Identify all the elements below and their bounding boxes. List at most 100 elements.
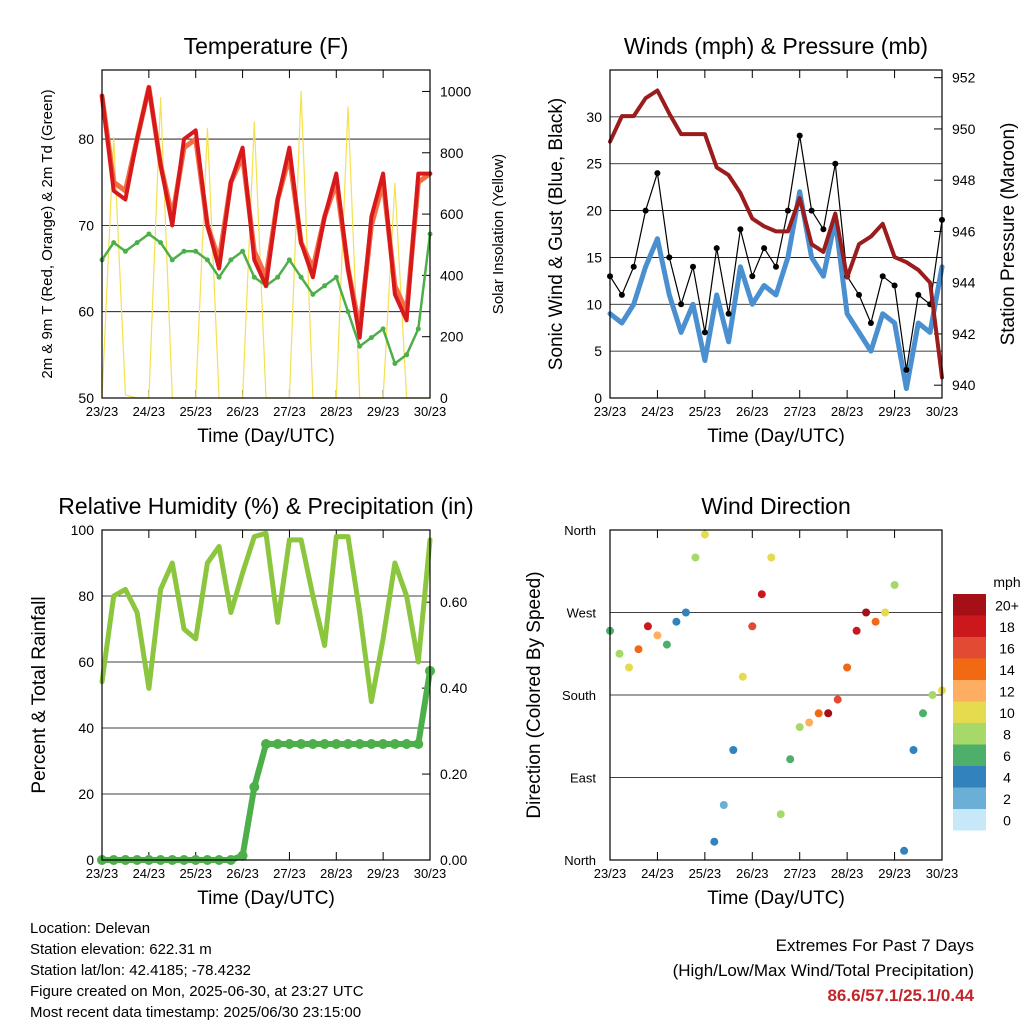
dewpoint-point (286, 257, 292, 263)
gust-point (784, 207, 791, 214)
direction-point (928, 691, 937, 699)
direction-point (625, 663, 633, 672)
extremes-values: 86.6/57.1/25.1/0.44 (827, 986, 974, 1005)
x-tick-label: 28/23 (320, 866, 353, 881)
direction-point (653, 631, 662, 640)
direction-point (843, 663, 852, 672)
y-tick-label: 70 (78, 217, 94, 233)
direction-point (757, 590, 766, 599)
station-info: Location: Delevan Station elevation: 622… (30, 918, 364, 1023)
gust-point (749, 273, 756, 280)
x-tick-label: 24/23 (133, 404, 166, 419)
x-tick-label: 23/23 (86, 404, 119, 419)
y2-axis-label: Solar Insolation (Yellow) (490, 154, 507, 314)
direction-point (729, 746, 738, 754)
y2-tick-label: 942 (952, 326, 976, 342)
dewpoint-point (146, 231, 152, 237)
pressure-line (608, 88, 944, 380)
x-tick-label: 29/23 (878, 866, 911, 881)
y-tick-label: East (570, 771, 596, 786)
y-tick-label: 10 (586, 296, 602, 312)
direction-point (881, 608, 890, 617)
x-tick-label: 30/23 (926, 404, 959, 419)
gust-point (666, 254, 673, 261)
direction-point (719, 801, 728, 809)
y-tick-label: West (567, 606, 597, 621)
extremes-title: Extremes For Past 7 Days (775, 936, 974, 955)
gust-point (773, 263, 779, 270)
y2-tick-label: 800 (440, 145, 464, 161)
legend-swatch (953, 744, 986, 766)
elevation-text: Station elevation: 622.31 m (30, 941, 212, 958)
x-tick-label: 23/23 (86, 866, 119, 881)
legend-swatch (953, 615, 986, 637)
y2-tick-label: 200 (440, 329, 464, 345)
x-tick-label: 26/23 (736, 866, 769, 881)
precip-point (272, 739, 283, 749)
legend-swatch (953, 766, 986, 788)
x-tick-label: 24/23 (641, 404, 674, 419)
y-axis-label: Direction (Colored By Speed) (524, 571, 545, 818)
x-tick-label: 27/23 (783, 404, 816, 419)
gust-point (630, 263, 637, 270)
precip-point (319, 739, 330, 749)
direction-point (643, 622, 652, 631)
precip-point (237, 850, 248, 861)
legend-swatch (953, 809, 986, 831)
gust-point (654, 170, 661, 177)
extremes-box: Extremes For Past 7 Days (High/Low/Max W… (673, 933, 974, 1008)
y-tick-label: 15 (586, 249, 602, 265)
legend-swatch (953, 594, 986, 616)
y2-tick-label: 0.60 (440, 594, 467, 610)
legend-label: 20+ (995, 598, 1019, 614)
y2-tick-label: 400 (440, 267, 464, 283)
dewpoint-point (404, 352, 410, 358)
y-tick-label: 20 (586, 203, 602, 219)
gust-point (879, 273, 886, 280)
panel-title: Temperature (F) (184, 33, 349, 59)
panel-title: Winds (mph) & Pressure (mb) (624, 33, 928, 59)
y-tick-label: North (564, 523, 596, 538)
plot-frame (609, 69, 943, 399)
direction-point (767, 553, 776, 562)
dewpoint-point (345, 309, 351, 315)
x-tick-label: 29/23 (367, 404, 400, 419)
y-tick-label: 25 (586, 156, 602, 172)
y2-tick-label: 0 (440, 390, 448, 406)
precip-point (401, 739, 412, 749)
direction-point (890, 581, 899, 589)
location-text: Location: Delevan (30, 920, 151, 937)
gust-point (820, 226, 827, 233)
plot-frame (609, 529, 943, 861)
dewpoint-point (333, 274, 339, 280)
plot-frame (101, 69, 431, 399)
y-tick-label: 100 (71, 522, 95, 538)
dewpoint-point (392, 361, 398, 366)
direction-point (662, 640, 671, 649)
y-tick-label: 0 (594, 390, 602, 406)
latest-timestamp-text: Most recent data timestamp: 2025/06/30 2… (30, 1004, 362, 1021)
y-tick-label: 20 (78, 786, 94, 802)
legend-label: 6 (1003, 748, 1011, 764)
x-tick-label: 28/23 (831, 866, 864, 881)
y2-tick-label: 944 (952, 275, 976, 291)
direction-point (814, 709, 823, 718)
y-tick-label: 40 (78, 720, 94, 736)
precip-point (331, 739, 342, 749)
extremes-subtitle: (High/Low/Max Wind/Total Precipitation) (672, 961, 974, 980)
direction-point (786, 755, 795, 764)
direction-point (795, 723, 804, 732)
y2-tick-label: 0.40 (440, 680, 467, 696)
gust-point (915, 291, 922, 298)
gust-point (725, 310, 732, 317)
legend-label: 16 (999, 641, 1015, 657)
x-tick-label: 25/23 (689, 404, 722, 419)
panel-3: Relative Humidity (%) & Precipitation (i… (29, 493, 474, 909)
x-tick-label: 23/23 (594, 404, 627, 419)
direction-point (852, 626, 861, 635)
precip-point (284, 739, 295, 749)
y-tick-label: 30 (586, 109, 602, 125)
gust-point (690, 263, 696, 270)
dewpoint-point (181, 248, 187, 254)
x-tick-label: 29/23 (367, 866, 400, 881)
